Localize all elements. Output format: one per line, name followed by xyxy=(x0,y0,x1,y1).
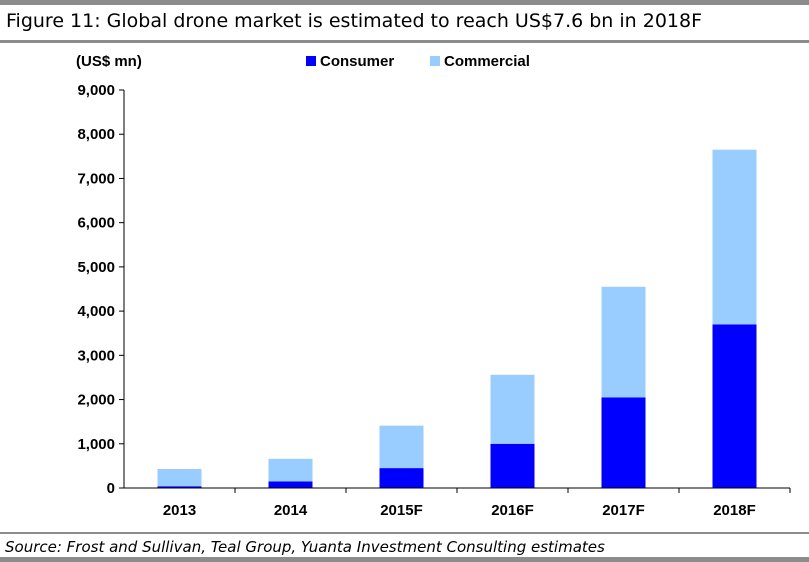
legend-label-commercial: Commercial xyxy=(444,53,530,70)
source-rule xyxy=(0,532,809,534)
x-tick-label: 2018F xyxy=(713,502,756,519)
legend: Consumer Commercial xyxy=(306,53,530,70)
bar-commercial-2013 xyxy=(157,468,202,487)
source-note: Source: Frost and Sullivan, Teal Group, … xyxy=(5,538,605,556)
bar-consumer-2018f xyxy=(712,324,757,488)
x-ticks: 2013 2014 2015F 2016F 2017F 2018F xyxy=(163,488,791,519)
bar-commercial-2017f xyxy=(601,286,646,398)
y-tick-label: 0 xyxy=(107,480,115,497)
x-tick-label: 2017F xyxy=(602,502,645,519)
x-tick-label: 2015F xyxy=(380,502,423,519)
y-tick-label: 8,000 xyxy=(77,126,115,143)
y-tick-label: 7,000 xyxy=(77,170,115,187)
y-tick-label: 9,000 xyxy=(77,82,115,99)
figure-title: Figure 11: Global drone market is estima… xyxy=(6,10,703,32)
y-tick-label: 6,000 xyxy=(77,215,115,232)
y-tick-label: 5,000 xyxy=(77,259,115,276)
top-rule xyxy=(0,0,809,5)
x-tick-label: 2013 xyxy=(163,502,196,519)
legend-swatch-commercial xyxy=(430,56,440,66)
x-tick-label: 2014 xyxy=(274,502,308,519)
bar-commercial-2015f xyxy=(379,425,424,469)
bar-consumer-2014 xyxy=(268,481,313,488)
bar-consumer-2017f xyxy=(601,397,646,488)
y-tick-label: 4,000 xyxy=(77,303,115,320)
y-tick-label: 2,000 xyxy=(77,392,115,409)
bar-commercial-2018f xyxy=(712,149,757,325)
x-tick-label: 2016F xyxy=(491,502,534,519)
y-tick-label: 3,000 xyxy=(77,347,115,364)
bar-commercial-2016f xyxy=(490,374,535,444)
stacked-bar-chart: (US$ mn) Consumer Commercial 0 1,000 2,000 3… xyxy=(76,53,791,519)
bar-consumer-2013 xyxy=(157,486,202,488)
bar-consumer-2016f xyxy=(490,443,535,488)
y-axis-unit-label: (US$ mn) xyxy=(76,53,142,70)
y-ticks: 0 1,000 2,000 3,000 4,000 5,000 6,000 7,000 8,00… xyxy=(77,82,124,497)
bars xyxy=(157,149,757,488)
y-tick-label: 1,000 xyxy=(77,436,115,453)
bar-consumer-2015f xyxy=(379,468,424,488)
legend-label-consumer: Consumer xyxy=(320,53,394,70)
bottom-rule xyxy=(0,557,809,562)
title-rule xyxy=(0,40,809,43)
bar-commercial-2014 xyxy=(268,458,313,482)
axes xyxy=(123,90,790,489)
legend-swatch-consumer xyxy=(306,56,316,66)
